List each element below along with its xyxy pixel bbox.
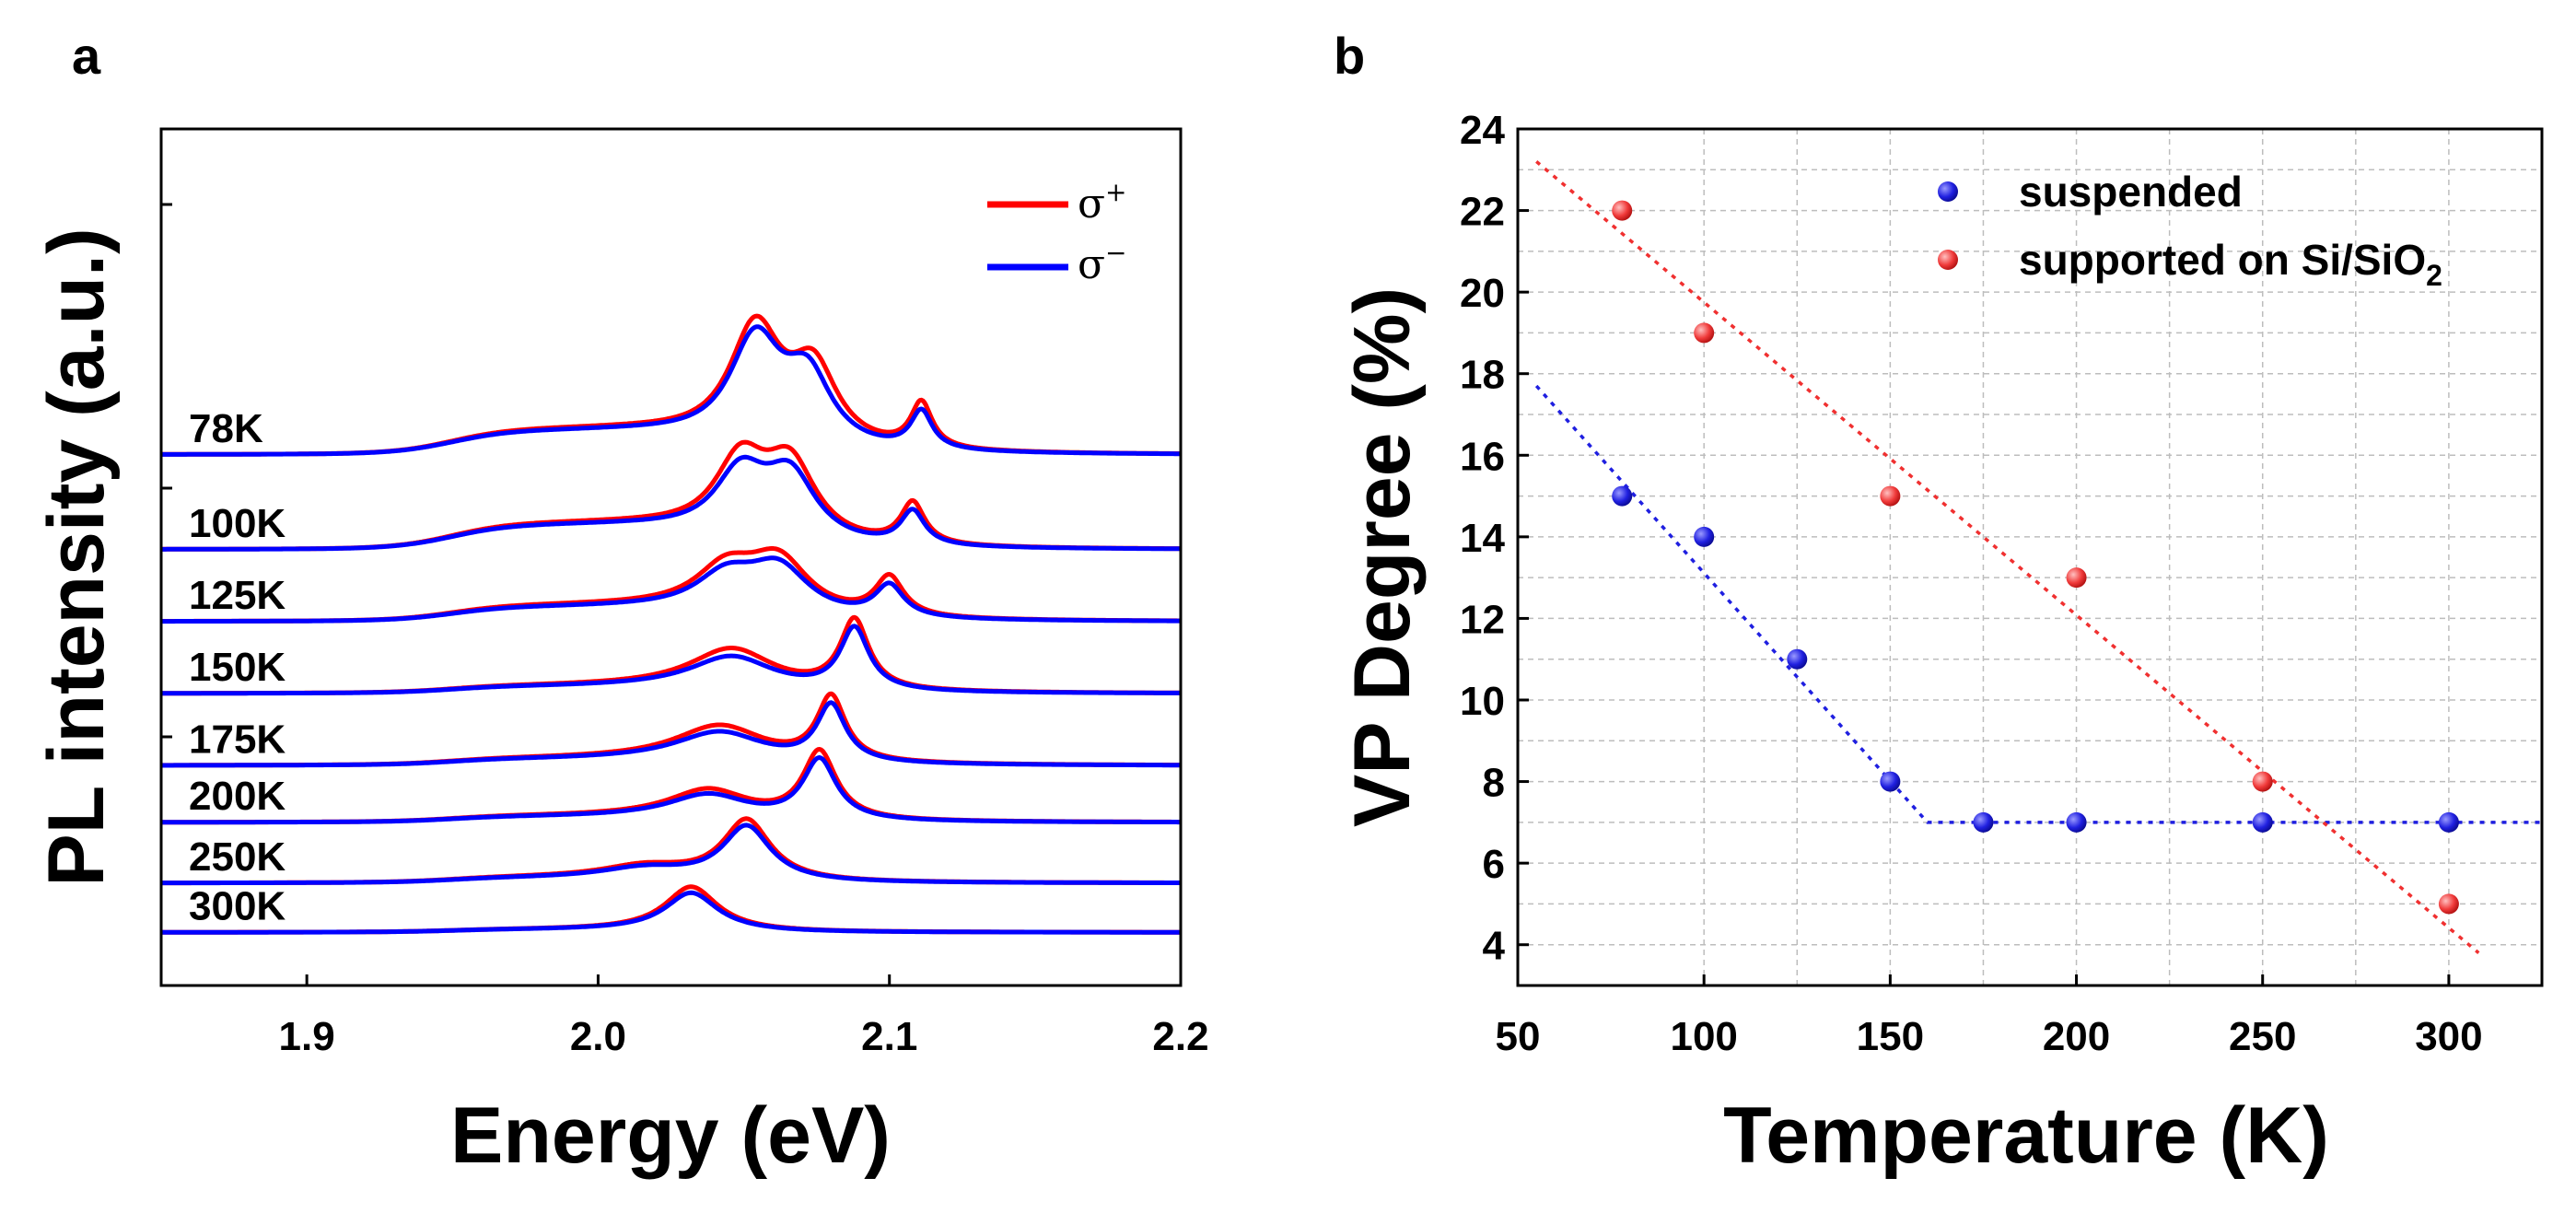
panel-a-x-ticks: 1.9 2.0 2.1 2.2 xyxy=(279,974,1209,1059)
y-tick-label: 12 xyxy=(1460,597,1505,642)
point-supported-100K xyxy=(1694,322,1715,344)
legend-sigma-minus-base: σ xyxy=(1078,241,1105,288)
panel-b-label: b xyxy=(1334,27,1365,85)
y-tick-label: 14 xyxy=(1460,516,1505,561)
panel-a-x-axis-title: Energy (eV) xyxy=(450,1091,891,1180)
panel-a-y-ticks xyxy=(161,203,172,739)
x-tick-label: 2.0 xyxy=(570,1014,626,1059)
point-suspended-125K xyxy=(1787,648,1808,670)
panel-a-frame xyxy=(159,127,1183,987)
temperature-label-125K: 125K xyxy=(189,573,286,618)
spectrum-175K-sigma-minus xyxy=(161,700,1181,768)
panel-b-x-ticks: 50 100 150 200 250 300 xyxy=(1496,974,2483,1059)
spectrum-200K-sigma-minus xyxy=(161,755,1181,825)
point-suspended-175K xyxy=(1973,811,1994,833)
point-supported-250K xyxy=(2252,771,2273,792)
panel-b-points xyxy=(1612,200,2459,915)
legend-suspended-label: suspended xyxy=(2019,168,2243,216)
panel-b-fit-lines xyxy=(1534,160,2542,954)
spectrum-300K-sigma-plus xyxy=(161,884,1181,935)
y-tick-label: 20 xyxy=(1460,271,1505,316)
x-tick-label: 100 xyxy=(1670,1014,1737,1059)
point-suspended-300K xyxy=(2438,811,2459,833)
temperature-label-100K: 100K xyxy=(189,501,286,546)
x-tick-label: 300 xyxy=(2415,1014,2482,1059)
point-supported-78K xyxy=(1612,200,1633,221)
legend-sigma-plus-base: σ xyxy=(1078,181,1105,227)
point-suspended-78K xyxy=(1612,485,1633,507)
spectrum-100K-sigma-minus xyxy=(161,454,1181,552)
spectrum-250K-sigma-plus xyxy=(161,816,1181,886)
x-tick-label: 50 xyxy=(1496,1014,1541,1059)
spectrum-100K-sigma-plus xyxy=(161,439,1181,552)
x-tick-label: 2.1 xyxy=(861,1014,917,1059)
panel-a-legend: σ+ σ− xyxy=(987,177,1127,288)
legend-sigma-minus-sup: − xyxy=(1105,238,1126,268)
legend-sigma-plus-sup: + xyxy=(1105,177,1126,207)
x-tick-label: 1.9 xyxy=(279,1014,335,1059)
spectrum-250K-sigma-minus xyxy=(161,822,1181,886)
panel-b: b 50 100 150 200 250 300 4681012141618202224 … xyxy=(1334,27,2544,1180)
panel-b-frame xyxy=(1516,127,2544,987)
point-suspended-150K xyxy=(1880,771,1901,792)
spectrum-125K-sigma-minus xyxy=(161,555,1181,624)
x-tick-label: 250 xyxy=(2229,1014,2296,1059)
y-tick-label: 24 xyxy=(1460,108,1505,153)
fit-line-suspended xyxy=(1534,384,2542,824)
spectrum-125K-sigma-plus xyxy=(161,546,1181,624)
x-tick-label: 150 xyxy=(1857,1014,1924,1059)
x-tick-label: 200 xyxy=(2043,1014,2110,1059)
spectrum-200K-sigma-plus xyxy=(161,747,1181,825)
y-tick-label: 10 xyxy=(1460,679,1505,724)
y-tick-label: 8 xyxy=(1483,761,1505,806)
temperature-label-250K: 250K xyxy=(189,834,286,880)
legend-supported-label-sub: 2 xyxy=(2426,259,2442,292)
panel-b-y-ticks: 4 6 8 10 12 14 16 18 20 22 24 xyxy=(1460,108,1529,969)
point-supported-300K xyxy=(2438,893,2459,915)
legend-sigma-minus-label: σ− xyxy=(1078,238,1127,288)
panel-a-y-axis-title: PL intensity (a.u.) xyxy=(32,227,121,886)
temperature-label-78K: 78K xyxy=(189,406,263,451)
spectrum-150K-sigma-minus xyxy=(161,624,1181,696)
legend-suspended-marker xyxy=(1938,181,1958,202)
legend-supported-label-main: supported on Si/SiO xyxy=(2019,236,2426,284)
panel-b-y-axis-title: VP Degree (%) xyxy=(1338,287,1427,827)
temperature-label-300K: 300K xyxy=(189,883,286,928)
y-tick-label: 6 xyxy=(1483,842,1505,887)
spectrum-78K-sigma-minus xyxy=(161,324,1181,457)
point-supported-150K xyxy=(1880,485,1901,507)
temperature-label-175K: 175K xyxy=(189,717,286,762)
panel-b-x-axis-title: Temperature (K) xyxy=(1723,1091,2329,1180)
x-tick-label: 2.2 xyxy=(1152,1014,1208,1059)
y-tick-label: 22 xyxy=(1460,190,1505,235)
point-suspended-250K xyxy=(2252,811,2273,833)
y-tick-label: 18 xyxy=(1460,353,1505,398)
legend-sigma-plus-label: σ+ xyxy=(1078,177,1127,227)
panel-b-legend: suspended supported on Si/SiO2 xyxy=(1938,168,2442,292)
legend-supported-marker xyxy=(1938,250,1958,270)
panel-a-label: a xyxy=(72,27,101,85)
point-supported-200K xyxy=(2066,567,2087,589)
y-tick-label: 4 xyxy=(1483,924,1506,969)
spectrum-150K-sigma-plus xyxy=(161,614,1181,696)
spectrum-300K-sigma-minus xyxy=(161,890,1181,935)
spectrum-175K-sigma-plus xyxy=(161,691,1181,768)
temperature-label-200K: 200K xyxy=(189,774,286,819)
spectrum-78K-sigma-plus xyxy=(161,313,1181,457)
temperature-label-150K: 150K xyxy=(189,645,286,690)
point-suspended-100K xyxy=(1694,526,1715,547)
y-tick-label: 16 xyxy=(1460,434,1505,479)
point-suspended-200K xyxy=(2066,811,2087,833)
panel-a-spectra xyxy=(161,313,1181,935)
legend-supported-label: supported on Si/SiO2 xyxy=(2019,236,2442,292)
